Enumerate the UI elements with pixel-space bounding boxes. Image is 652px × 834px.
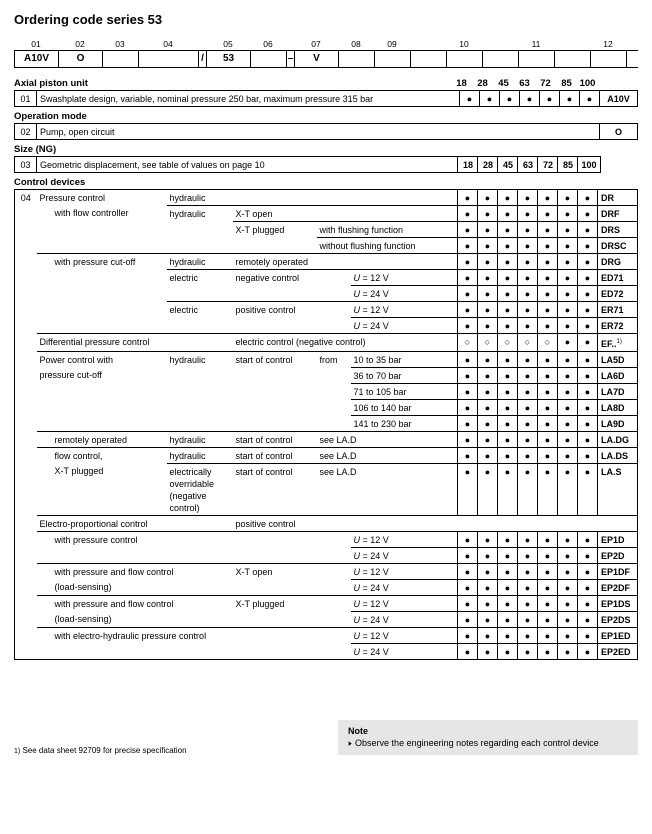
- size-text: Geometric displacement, see table of val…: [37, 157, 458, 173]
- opmode-id: 02: [15, 124, 37, 140]
- control-table: 04Pressure controlhydraulic●●●●●●●DRwith…: [14, 189, 638, 660]
- control-heading: Control devices: [14, 177, 638, 188]
- opmode-heading: Operation mode: [14, 111, 638, 122]
- axial-id: 01: [15, 91, 37, 107]
- ordering-code-row: A10VO/53–V: [14, 50, 638, 68]
- note-heading: Note: [348, 726, 628, 736]
- size-id: 03: [15, 157, 37, 173]
- note-box: Note ▸ Observe the engineering notes reg…: [338, 720, 638, 755]
- opmode-table: 02 Pump, open circuit O: [14, 123, 638, 140]
- axial-code: A10V: [600, 91, 638, 107]
- axial-heading: Axial piston unit: [14, 78, 451, 89]
- page-title: Ordering code series 53: [14, 12, 638, 27]
- opmode-code: O: [600, 124, 638, 140]
- axial-table: 01 Swashplate design, variable, nominal …: [14, 90, 638, 107]
- note-text: ▸ Observe the engineering notes regardin…: [348, 738, 628, 749]
- size-table: 03 Geometric displacement, see table of …: [14, 156, 638, 173]
- axial-size-labels: 182845637285100: [451, 78, 598, 89]
- ordering-position-row: 010203040506070809101112: [14, 39, 638, 49]
- size-heading: Size (NG): [14, 144, 638, 155]
- opmode-text: Pump, open circuit: [37, 124, 600, 140]
- axial-text: Swashplate design, variable, nominal pre…: [37, 91, 460, 107]
- footnote: 1) See data sheet 92709 for precise spec…: [14, 746, 318, 755]
